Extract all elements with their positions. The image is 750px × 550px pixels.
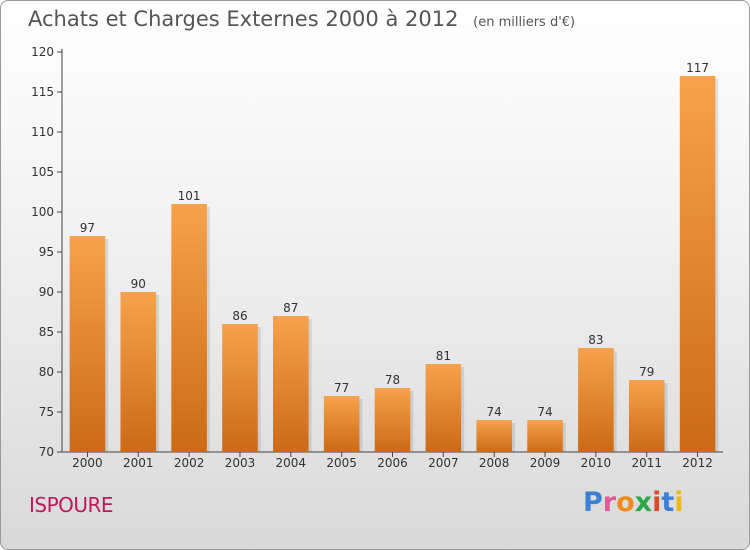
logo-letter: P bbox=[583, 487, 603, 518]
bar bbox=[120, 292, 157, 452]
x-tick-label: 2003 bbox=[225, 456, 256, 470]
logo-letter: i bbox=[674, 487, 684, 518]
x-tick-label: 2000 bbox=[72, 456, 103, 470]
bar bbox=[425, 364, 462, 452]
y-tick-label: 85 bbox=[39, 325, 54, 339]
logo-letter: x bbox=[634, 487, 653, 518]
bar-value-label: 101 bbox=[178, 189, 201, 203]
y-tick-label: 95 bbox=[39, 245, 54, 259]
x-tick-label: 2005 bbox=[326, 456, 357, 470]
x-tick-label: 2008 bbox=[479, 456, 510, 470]
y-tick-label: 115 bbox=[31, 85, 54, 99]
y-tick-label: 70 bbox=[39, 445, 54, 459]
bar bbox=[527, 420, 563, 452]
bar bbox=[69, 236, 106, 452]
proxiti-logo: Proxiti bbox=[583, 487, 684, 518]
bar-value-label: 77 bbox=[334, 381, 349, 395]
bar bbox=[323, 396, 360, 452]
logo-letter: t bbox=[661, 487, 675, 518]
x-tick-label: 2009 bbox=[530, 456, 561, 470]
bar-value-label: 117 bbox=[686, 61, 709, 75]
bar-value-label: 74 bbox=[487, 405, 502, 419]
x-tick-label: 2010 bbox=[581, 456, 612, 470]
y-tick-label: 80 bbox=[39, 365, 54, 379]
logo-letter: r bbox=[602, 487, 617, 518]
y-tick-label: 90 bbox=[39, 285, 54, 299]
bar-value-label: 79 bbox=[639, 365, 654, 379]
bar-value-label: 97 bbox=[80, 221, 95, 235]
chart-title-text: Achats et Charges Externes 2000 à 2012 bbox=[28, 7, 459, 31]
x-tick-label: 2007 bbox=[428, 456, 459, 470]
x-tick-label: 2006 bbox=[377, 456, 408, 470]
x-tick-label: 2012 bbox=[682, 456, 713, 470]
x-tick-label: 2004 bbox=[276, 456, 307, 470]
bar-value-label: 78 bbox=[385, 373, 400, 387]
chart-title: Achats et Charges Externes 2000 à 2012 (… bbox=[28, 7, 575, 31]
y-tick-label: 110 bbox=[31, 125, 54, 139]
bar bbox=[171, 204, 207, 452]
bar-value-label: 86 bbox=[232, 309, 247, 323]
x-tick-label: 2001 bbox=[123, 456, 154, 470]
bar-value-label: 81 bbox=[436, 349, 451, 363]
logo-letter: i bbox=[652, 487, 662, 518]
y-tick-label: 100 bbox=[31, 205, 54, 219]
bar bbox=[222, 324, 258, 452]
bar bbox=[476, 420, 512, 452]
chart-subtitle: (en milliers d'€) bbox=[473, 15, 576, 30]
y-tick-label: 120 bbox=[31, 45, 54, 59]
bar-value-label: 90 bbox=[131, 277, 146, 291]
logo-letter: o bbox=[616, 487, 635, 518]
bar bbox=[679, 76, 716, 452]
bar bbox=[374, 388, 411, 452]
bar bbox=[273, 316, 309, 452]
commune-name: ISPOURE bbox=[29, 493, 114, 517]
y-tick-label: 75 bbox=[39, 405, 54, 419]
x-tick-label: 2011 bbox=[631, 456, 662, 470]
bar-value-label: 74 bbox=[537, 405, 552, 419]
bar-value-label: 87 bbox=[283, 301, 298, 315]
bar bbox=[578, 348, 614, 452]
bar-value-label: 83 bbox=[588, 333, 603, 347]
y-tick-label: 105 bbox=[31, 165, 54, 179]
x-tick-label: 2002 bbox=[174, 456, 205, 470]
bar bbox=[628, 380, 665, 452]
